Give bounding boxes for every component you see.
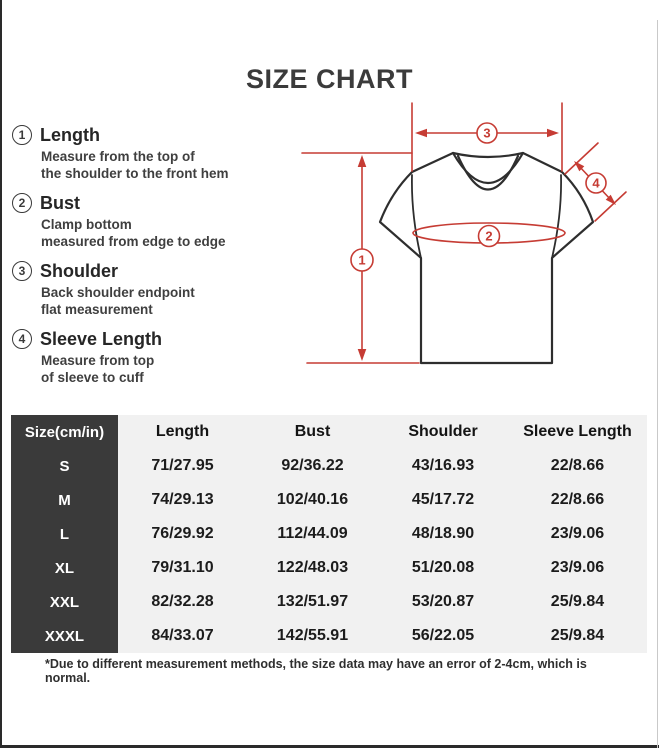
measurement-cell: 45/17.72 (411, 491, 475, 508)
instruction-label: Length (40, 124, 100, 145)
measurement-cell: 112/44.09 (277, 525, 348, 542)
measurement-cell: 122/48.03 (276, 559, 349, 576)
measurement-cell: 142/55.91 (276, 627, 349, 644)
measurement-cell: 84/33.07 (151, 627, 214, 644)
instruction-description-line: of sleeve to cuff (41, 370, 144, 385)
instruction-number-badge: 1 (12, 125, 32, 145)
measurement-cell: 22/8.66 (550, 457, 605, 474)
measurement-cell: 23/9.06 (550, 559, 605, 576)
page-border-left (0, 0, 2, 748)
instruction-description: Back shoulder endpoint flat measurement (41, 284, 312, 318)
instruction-description: Measure from the top of the shoulder to t… (41, 148, 312, 182)
size-column-header: Size(cm/in) (11, 415, 118, 449)
instruction-description-line: Measure from the top of (41, 149, 195, 164)
measurement-cell: 71/27.95 (151, 457, 214, 474)
size-label-cell: XL (11, 551, 118, 585)
measurement-cell: 92/36.22 (281, 457, 344, 474)
table-column-header: Bust (294, 423, 331, 440)
instruction-description: Measure from top of sleeve to cuff (41, 352, 312, 386)
size-label-cell: XXXL (11, 619, 118, 653)
instruction-heading: 3 Shoulder (12, 260, 312, 282)
measurement-cell: 53/20.87 (411, 593, 475, 610)
instruction-label: Bust (40, 192, 80, 213)
measurement-cell: 79/31.10 (151, 559, 214, 576)
dimension-arrowheads (357, 128, 616, 361)
measurement-cell: 48/18.90 (411, 525, 475, 542)
size-label-cell: M (11, 483, 118, 517)
dim2-label: 2 (485, 229, 492, 244)
instruction-number-badge: 3 (12, 261, 32, 281)
instruction-heading: 1 Length (12, 124, 312, 146)
measurement-cell: 56/22.05 (411, 627, 475, 644)
instruction-description-line: Back shoulder endpoint (41, 285, 195, 300)
instruction-label: Shoulder (40, 260, 119, 281)
measurement-cell: 76/29.92 (151, 525, 214, 542)
instruction-description-line: flat measurement (41, 302, 153, 317)
measurement-cell: 23/9.06 (550, 525, 605, 542)
measurement-cell: 43/16.93 (411, 457, 475, 474)
dim4-upper-tick (564, 142, 599, 175)
page-border-bottom (0, 745, 659, 748)
measurement-cell: 51/20.08 (411, 559, 475, 576)
measurement-instructions: 1 Length Measure from the top of the should… (12, 124, 312, 396)
measurement-cell: 22/8.66 (550, 491, 605, 508)
measurement-cell: 102/40.16 (276, 491, 349, 508)
table-column-header: Length (155, 423, 210, 440)
table-column-header: Shoulder (408, 423, 478, 440)
measurement-cell: 74/29.13 (151, 491, 214, 508)
size-table: Size(cm/in) Length Bust Shoulder Sleeve Leng… (11, 415, 647, 653)
measurement-cell: 132/51.97 (276, 593, 349, 610)
dim4-label: 4 (592, 176, 600, 191)
instruction-description-line: measured from edge to edge (41, 234, 226, 249)
size-label-cell: L (11, 517, 118, 551)
table-column-header: Sleeve Length (523, 423, 632, 440)
measurement-cell: 82/32.28 (151, 593, 214, 610)
measurement-cell: 25/9.84 (550, 627, 605, 644)
instruction-item-sleeve-length: 4 Sleeve Length Measure from top of sleeve … (12, 328, 312, 386)
size-label-cell: S (11, 449, 118, 483)
dim3-label: 3 (483, 126, 490, 141)
measurement-cell: 25/9.84 (550, 593, 605, 610)
instruction-description-line: the shoulder to the front hem (41, 166, 229, 181)
page-border-right (657, 20, 658, 748)
instruction-description: Clamp bottom measured from edge to edge (41, 216, 312, 250)
instruction-description-line: Clamp bottom (41, 217, 132, 232)
size-label-cell: XXL (11, 585, 118, 619)
instruction-number-badge: 4 (12, 329, 32, 349)
instruction-item-shoulder: 3 Shoulder Back shoulder endpoint flat meas… (12, 260, 312, 318)
instruction-heading: 2 Bust (12, 192, 312, 214)
tshirt-outline (378, 151, 595, 365)
tshirt-measurement-diagram: 1 2 3 4 (301, 102, 627, 365)
instruction-item-bust: 2 Bust Clamp bottom measured from edge to e… (12, 192, 312, 250)
instruction-description-line: Measure from top (41, 353, 155, 368)
dim4-lower-tick (594, 191, 627, 222)
instruction-heading: 4 Sleeve Length (12, 328, 312, 350)
dimension-number-badges: 1 2 3 4 (350, 122, 607, 272)
instruction-label: Sleeve Length (40, 328, 163, 349)
dim1-label: 1 (358, 253, 365, 268)
measurement-note: *Due to different measurement methods, t… (45, 657, 587, 685)
page-title: SIZE CHART (246, 64, 413, 94)
instruction-number-badge: 2 (12, 193, 32, 213)
instruction-item-length: 1 Length Measure from the top of the should… (12, 124, 312, 182)
